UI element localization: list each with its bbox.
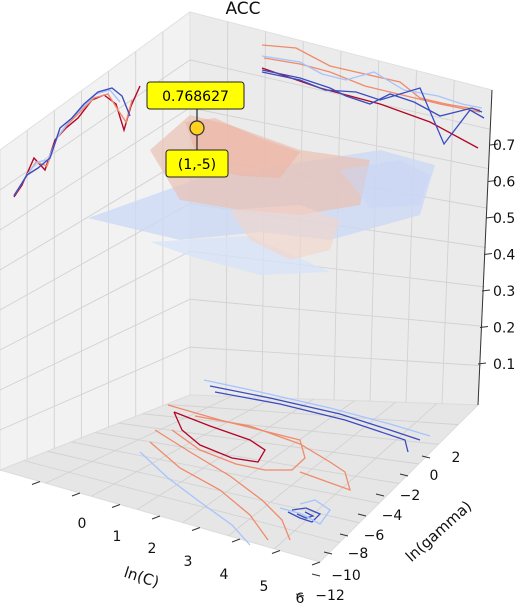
z-tick-label: 0.6	[493, 175, 515, 191]
x-tick-mark	[151, 515, 161, 520]
contour-line	[173, 411, 266, 463]
y-axis-ticks: 20 −2 −4 −6 −8 −10 −12	[295, 450, 461, 604]
contour-line	[15, 89, 121, 194]
left-wall-contours	[13, 85, 141, 198]
grid-line	[23, 460, 340, 543]
max-annotation: 0.768627 (1,-5)	[146, 81, 245, 178]
contour-line	[203, 379, 431, 437]
y-tick-label: −2	[400, 488, 421, 504]
x-tick-mark	[71, 492, 81, 497]
x-tick-label: 1	[113, 529, 122, 545]
z-tick-label: 0.3	[493, 284, 515, 300]
z-tick-label: 0.7	[493, 138, 515, 154]
contour-line	[13, 85, 141, 198]
z-tick-mark	[485, 216, 495, 219]
surface-patch	[230, 205, 340, 260]
grid-line	[136, 398, 314, 510]
y-tick-mark	[323, 551, 333, 555]
contour-line	[209, 385, 421, 441]
y-tick-mark	[339, 533, 349, 537]
x-tick-mark	[111, 504, 121, 508]
x-axis-ticks: 0 1 2 3 4 5 6	[0, 470, 321, 607]
y-tick-mark	[311, 573, 321, 577]
y-tick-label: −4	[382, 508, 403, 524]
z-axis-ticks: 0.1 0.2 0.3 0.4 0.5 0.6 0.7	[477, 89, 515, 406]
surface-patch	[150, 236, 330, 275]
y-tick-mark	[357, 513, 367, 517]
grid-line	[47, 450, 360, 524]
grid-line	[273, 403, 438, 550]
x-tick-mark	[231, 538, 241, 543]
z-tick-label: 0.5	[493, 211, 515, 227]
z-tick-mark	[483, 253, 493, 255]
y-tick-mark	[421, 455, 431, 459]
grid-line	[0, 298, 484, 391]
floor-contours	[139, 379, 431, 546]
z-tick-mark	[487, 180, 497, 182]
grid-line	[0, 59, 491, 191]
y-tick-label: 2	[452, 450, 461, 466]
y-tick-label: −12	[315, 588, 345, 604]
x-tick-label: 5	[260, 579, 269, 595]
contour-line	[149, 441, 269, 541]
contour-line	[154, 429, 291, 541]
x-tick-label: 6	[296, 591, 305, 607]
contour-line	[13, 87, 131, 197]
y-tick-mark	[295, 593, 305, 597]
surface-plot	[88, 115, 435, 275]
z-tick-label: 0.1	[493, 357, 515, 373]
y-tick-label: −10	[331, 568, 361, 584]
chart-title: ACC	[225, 0, 260, 19]
back-left-pane	[0, 11, 191, 471]
grid-line	[94, 432, 400, 484]
x-tick-mark	[31, 481, 41, 485]
contour-line	[279, 499, 331, 525]
x-tick-label: 4	[220, 567, 229, 583]
x-tick-label: 3	[184, 554, 193, 570]
value-callout-text: 0.768627	[162, 89, 229, 105]
z-tick-label: 0.4	[493, 248, 515, 264]
z-axis-line	[477, 89, 493, 406]
grid-line	[0, 346, 482, 431]
contour-line	[287, 507, 322, 523]
max-point-marker	[189, 120, 205, 136]
x-tick-mark	[191, 527, 201, 531]
contour-line	[167, 404, 306, 471]
y-tick-mark	[399, 473, 409, 477]
z-tick-mark	[489, 143, 499, 146]
grid-line	[45, 396, 232, 484]
surface-patch	[340, 160, 430, 208]
grid-line	[182, 400, 355, 523]
grid-line	[228, 401, 396, 537]
x-tick-label: 0	[78, 516, 87, 532]
contour-line	[296, 511, 315, 519]
grid-line	[166, 403, 459, 426]
z-tick-label: 0.2	[493, 321, 515, 337]
x-tick-mark	[271, 550, 281, 554]
x-tick-label: 2	[148, 541, 157, 557]
y-tick-label: −8	[348, 546, 369, 562]
contour-line	[261, 44, 481, 111]
value-callout-box	[146, 81, 245, 110]
contour-line	[214, 391, 409, 453]
x-tick-mark	[311, 561, 321, 566]
contour-line	[263, 57, 481, 113]
y-tick-mark	[375, 493, 385, 497]
contour-line	[139, 451, 251, 546]
contour-line	[194, 415, 351, 492]
back-wall-contours	[261, 44, 485, 149]
point-callout-box	[165, 149, 229, 178]
y-tick-label: −6	[364, 528, 385, 544]
contour-line	[261, 71, 485, 146]
point-callout-text: (1,-5)	[178, 157, 216, 173]
grid-line	[118, 422, 419, 465]
contour-line	[261, 55, 483, 109]
x-axis-label: ln(C)	[122, 563, 162, 591]
contour-line	[261, 67, 479, 149]
y-tick-label: 0	[430, 468, 439, 484]
contour-line	[261, 69, 483, 117]
y-axis-label: ln(gamma)	[402, 497, 475, 566]
